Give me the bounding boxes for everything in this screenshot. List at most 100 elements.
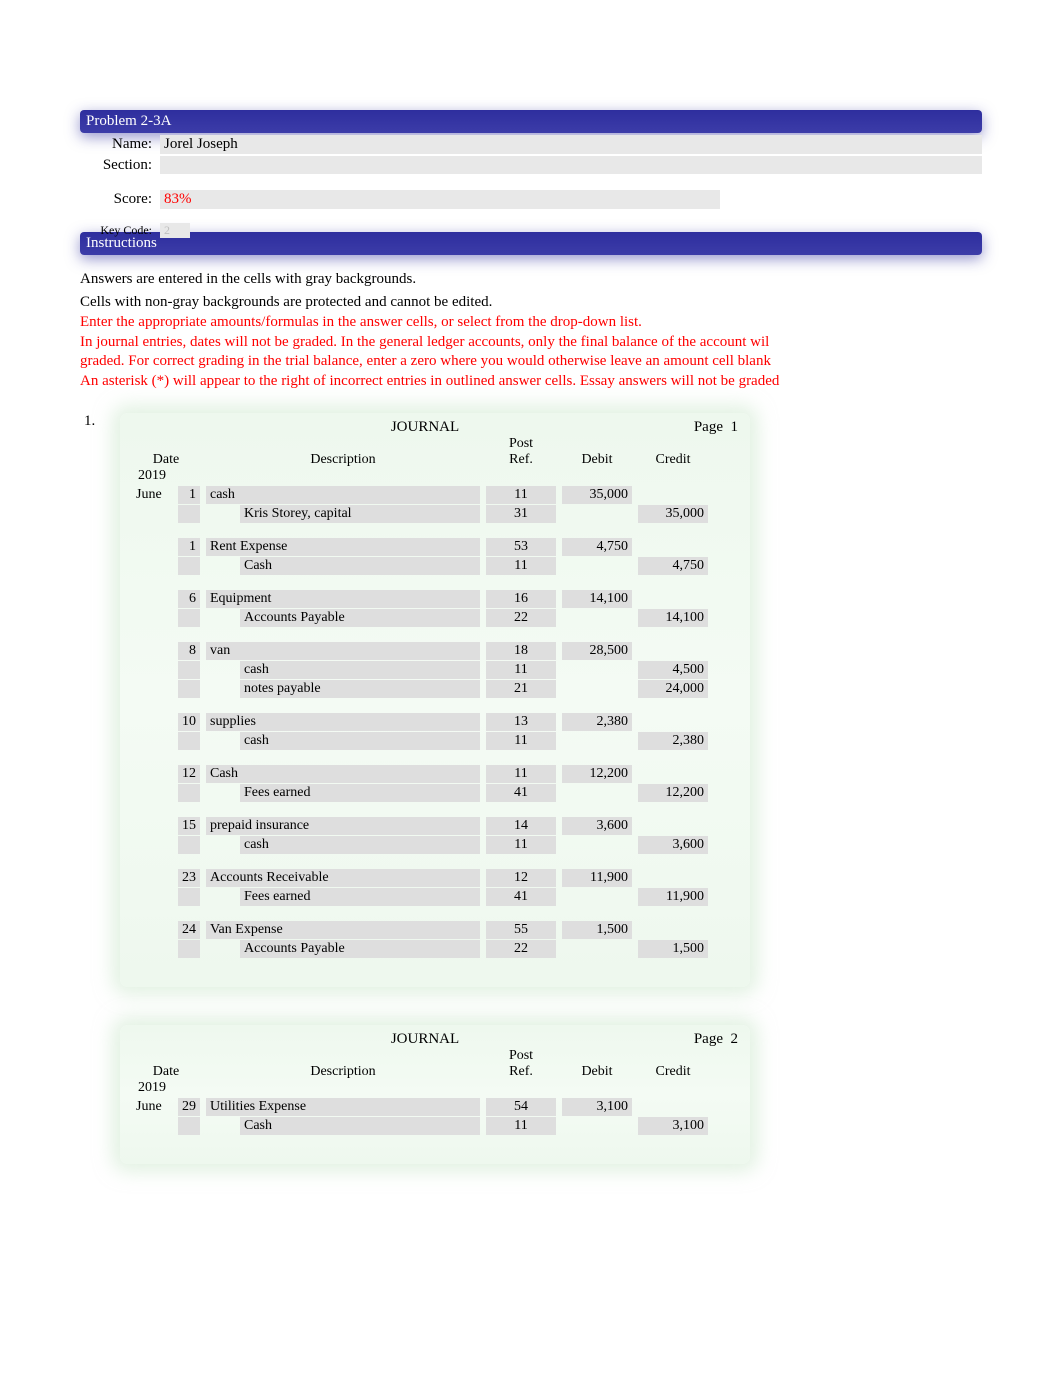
description-indent-cell[interactable]: Fees earned	[240, 784, 480, 802]
debit-cell[interactable]: 35,000	[562, 486, 632, 504]
postref-cell[interactable]: 21	[486, 680, 556, 698]
debit-cell-empty	[562, 1117, 632, 1135]
postref-cell[interactable]: 53	[486, 538, 556, 556]
debit-cell[interactable]: 3,600	[562, 817, 632, 835]
description-indent-cell[interactable]: Accounts Payable	[240, 940, 480, 958]
postref-cell[interactable]: 55	[486, 921, 556, 939]
postref-cell[interactable]: 11	[486, 661, 556, 679]
debit-cell[interactable]: 14,100	[562, 590, 632, 608]
credit-cell[interactable]: 4,500	[638, 661, 708, 679]
day-cell[interactable]: 23	[178, 869, 200, 887]
section-value[interactable]	[160, 156, 982, 174]
postref-cell[interactable]: 41	[486, 784, 556, 802]
month-cell: June	[132, 1098, 172, 1116]
day-cell-empty[interactable]	[178, 732, 200, 750]
postref-cell[interactable]: 11	[486, 765, 556, 783]
credit-cell[interactable]: 3,600	[638, 836, 708, 854]
keycode-value: 2	[160, 223, 190, 238]
day-cell[interactable]: 1	[178, 538, 200, 556]
postref-cell[interactable]: 22	[486, 609, 556, 627]
description-cell[interactable]: Accounts Receivable	[206, 869, 480, 887]
credit-cell[interactable]: 35,000	[638, 505, 708, 523]
journal-entry-debit-row: June 29 Utilities Expense 54 3,100	[132, 1098, 738, 1116]
name-value[interactable]: Jorel Joseph	[160, 135, 982, 154]
postref-cell[interactable]: 18	[486, 642, 556, 660]
journal-entry-credit-row: Cash 11 3,100	[132, 1117, 738, 1135]
description-cell[interactable]: Utilities Expense	[206, 1098, 480, 1116]
journal-entry-credit-row: Cash 11 4,750	[132, 557, 738, 575]
credit-cell[interactable]: 12,200	[638, 784, 708, 802]
day-cell[interactable]: 8	[178, 642, 200, 660]
day-cell-empty[interactable]	[178, 1117, 200, 1135]
description-indent-cell[interactable]: Fees earned	[240, 888, 480, 906]
debit-cell-empty	[562, 940, 632, 958]
day-cell-empty[interactable]	[178, 940, 200, 958]
debit-cell[interactable]: 28,500	[562, 642, 632, 660]
day-cell-empty[interactable]	[178, 888, 200, 906]
journal-entry-debit-row: 8 van 18 28,500	[132, 642, 738, 660]
credit-cell[interactable]: 2,380	[638, 732, 708, 750]
debit-cell[interactable]: 2,380	[562, 713, 632, 731]
description-cell[interactable]: van	[206, 642, 480, 660]
postref-cell[interactable]: 14	[486, 817, 556, 835]
credit-cell[interactable]: 24,000	[638, 680, 708, 698]
description-cell[interactable]: cash	[206, 486, 480, 504]
debit-cell[interactable]: 1,500	[562, 921, 632, 939]
credit-cell[interactable]: 3,100	[638, 1117, 708, 1135]
description-indent-cell[interactable]: cash	[240, 732, 480, 750]
postref-cell[interactable]: 22	[486, 940, 556, 958]
description-cell[interactable]: prepaid insurance	[206, 817, 480, 835]
description-indent-cell[interactable]: Accounts Payable	[240, 609, 480, 627]
question-number: 1.	[80, 413, 120, 1003]
credit-cell[interactable]: 11,900	[638, 888, 708, 906]
description-indent-cell[interactable]: Cash	[240, 557, 480, 575]
debit-cell-empty	[562, 505, 632, 523]
postref-cell[interactable]: 11	[486, 732, 556, 750]
debit-cell-empty	[562, 784, 632, 802]
postref-cell[interactable]: 41	[486, 888, 556, 906]
day-cell-empty[interactable]	[178, 836, 200, 854]
credit-cell-empty	[638, 486, 708, 504]
day-cell-empty[interactable]	[178, 505, 200, 523]
postref-cell[interactable]: 11	[486, 557, 556, 575]
description-cell[interactable]: Equipment	[206, 590, 480, 608]
description-cell[interactable]: Cash	[206, 765, 480, 783]
day-cell[interactable]: 15	[178, 817, 200, 835]
day-cell[interactable]: 6	[178, 590, 200, 608]
credit-cell[interactable]: 4,750	[638, 557, 708, 575]
credit-cell[interactable]: 1,500	[638, 940, 708, 958]
description-indent-cell[interactable]: cash	[240, 836, 480, 854]
day-cell-empty[interactable]	[178, 784, 200, 802]
description-cell[interactable]: Van Expense	[206, 921, 480, 939]
debit-cell[interactable]: 11,900	[562, 869, 632, 887]
description-cell[interactable]: Rent Expense	[206, 538, 480, 556]
postref-cell[interactable]: 54	[486, 1098, 556, 1116]
postref-cell[interactable]: 11	[486, 486, 556, 504]
debit-cell[interactable]: 3,100	[562, 1098, 632, 1116]
description-indent-cell[interactable]: notes payable	[240, 680, 480, 698]
day-cell-empty[interactable]	[178, 609, 200, 627]
day-cell[interactable]: 24	[178, 921, 200, 939]
description-indent-cell[interactable]: cash	[240, 661, 480, 679]
postref-cell[interactable]: 13	[486, 713, 556, 731]
description-indent-cell[interactable]: Kris Storey, capital	[240, 505, 480, 523]
postref-cell[interactable]: 11	[486, 836, 556, 854]
day-cell-empty[interactable]	[178, 557, 200, 575]
postref-cell[interactable]: 11	[486, 1117, 556, 1135]
debit-cell[interactable]: 12,200	[562, 765, 632, 783]
postref-cell[interactable]: 31	[486, 505, 556, 523]
day-cell[interactable]: 29	[178, 1098, 200, 1116]
day-cell-empty[interactable]	[178, 661, 200, 679]
day-cell[interactable]: 1	[178, 486, 200, 504]
day-cell[interactable]: 10	[178, 713, 200, 731]
month-cell	[132, 713, 172, 731]
description-cell[interactable]: supplies	[206, 713, 480, 731]
credit-cell-empty	[638, 921, 708, 939]
credit-cell[interactable]: 14,100	[638, 609, 708, 627]
postref-cell[interactable]: 16	[486, 590, 556, 608]
day-cell[interactable]: 12	[178, 765, 200, 783]
description-indent-cell[interactable]: Cash	[240, 1117, 480, 1135]
debit-cell[interactable]: 4,750	[562, 538, 632, 556]
postref-cell[interactable]: 12	[486, 869, 556, 887]
page-indicator-2: Page 2	[648, 1031, 738, 1048]
